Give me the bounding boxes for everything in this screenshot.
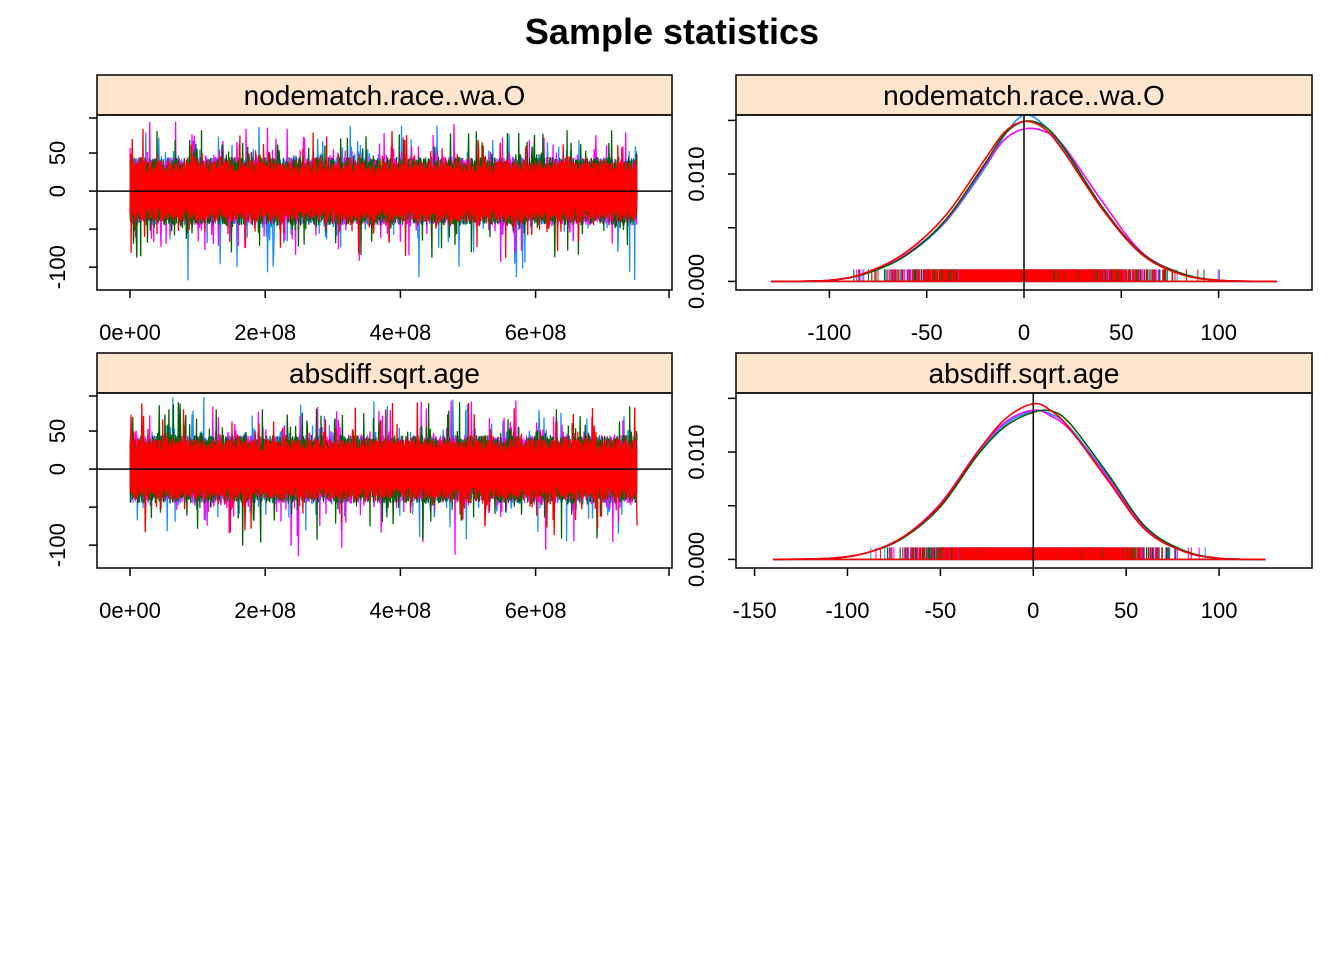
density-panel-3: absdiff.sqrt.age -150 -100 -50 0 50 100 0.000 0.… (684, 352, 1313, 623)
strip-label: absdiff.sqrt.age (289, 358, 480, 389)
density-series-3 (773, 402, 1266, 561)
density-series-0 (773, 409, 1266, 561)
y-tick-label: 50 (45, 419, 70, 443)
y-tick-label: -100 (45, 523, 70, 567)
rug-series-3 (879, 547, 1192, 560)
x-tick-label: 0 (1018, 320, 1030, 345)
strip-background (96, 74, 673, 116)
strip-background (96, 352, 673, 394)
panels: nodematch.race..wa.O 0e+00 2e+08 4e+08 6e+08… (45, 74, 1313, 623)
plot-frame (96, 114, 673, 291)
y-tick-label: 0 (45, 463, 70, 475)
y-tick-label: 0 (45, 185, 70, 197)
y-tick-label: 0.000 (684, 254, 709, 309)
strip-label: nodematch.race..wa.O (883, 80, 1165, 111)
x-tick-label: 4e+08 (370, 320, 432, 345)
y-tick-label: 0.010 (684, 147, 709, 202)
x-tick-label: -50 (911, 320, 943, 345)
x-tick-label: -50 (924, 598, 956, 623)
plot-frame (96, 392, 673, 569)
x-tick-label: 0e+00 (99, 598, 161, 623)
density-panel-1: nodematch.race..wa.O -100 -50 0 50 100 0.000 0.… (684, 74, 1313, 345)
strip-label: nodematch.race..wa.O (244, 80, 526, 111)
strip-label: absdiff.sqrt.age (929, 358, 1120, 389)
x-tick-label: -100 (825, 598, 869, 623)
x-tick-label: 50 (1109, 320, 1133, 345)
y-tick-label: 50 (45, 141, 70, 165)
rug-series-3 (858, 269, 1199, 282)
x-tick-label: 0 (1027, 598, 1039, 623)
x-tick-label: 6e+08 (505, 320, 567, 345)
plot-frame (735, 392, 1313, 569)
x-tick-label: 6e+08 (505, 598, 567, 623)
y-tick-label: 0.010 (684, 425, 709, 480)
trace-series-core-3 (129, 160, 638, 222)
strip-background (735, 352, 1313, 394)
density-series-2 (773, 409, 1266, 561)
x-tick-label: -150 (733, 598, 777, 623)
x-tick-label: 2e+08 (234, 320, 296, 345)
x-tick-label: 50 (1114, 598, 1138, 623)
x-tick-label: 100 (1201, 598, 1238, 623)
x-tick-label: -100 (807, 320, 851, 345)
trace-panel-2: absdiff.sqrt.age 0e+00 2e+08 4e+08 6e+08 -100… (45, 352, 673, 623)
y-tick-label: 0.000 (684, 532, 709, 587)
x-tick-label: 4e+08 (370, 598, 432, 623)
trace-series-core-3 (129, 438, 638, 500)
x-tick-label: 0e+00 (99, 320, 161, 345)
y-tick-label: -100 (45, 245, 70, 289)
x-tick-label: 100 (1200, 320, 1237, 345)
figure-title: Sample statistics (525, 11, 819, 52)
x-tick-label: 2e+08 (234, 598, 296, 623)
density-series-1 (773, 409, 1266, 561)
trace-panel-0: nodematch.race..wa.O 0e+00 2e+08 4e+08 6e+08… (45, 74, 673, 345)
